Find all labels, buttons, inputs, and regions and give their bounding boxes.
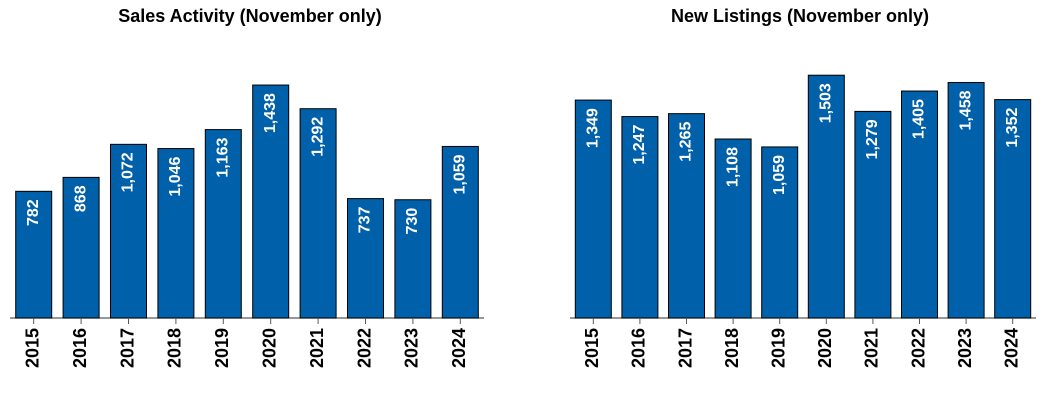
x-tick-label: 2015: [22, 328, 42, 368]
x-tick-label: 2020: [259, 328, 279, 368]
x-tick-label: 2022: [354, 328, 374, 368]
x-tick-label: 2017: [117, 328, 137, 368]
x-tick-label: 2020: [815, 328, 835, 368]
new-listings-chart: New Listings (November only) 1,349 2015 1,…: [560, 0, 1040, 400]
sales-activity-chart: Sales Activity (November only) 782 2015 86…: [0, 0, 500, 400]
data-label: 1,046: [167, 156, 184, 196]
chart-title: New Listings (November only): [670, 6, 930, 26]
bar: [441, 145, 479, 319]
x-tick-label: 2019: [212, 328, 232, 368]
data-label: 1,059: [452, 154, 469, 194]
x-tick-label: 2024: [449, 328, 469, 368]
x-tick-label: 2015: [582, 328, 602, 368]
x-tick-label: 2024: [1001, 328, 1021, 368]
bar: [947, 81, 985, 319]
data-label: 868: [72, 185, 89, 212]
new-listings-plot: 1,349 2015 1,247 2016 1,265 2017 1,108 2018 1,05…: [570, 74, 1036, 368]
x-tick-label: 2016: [629, 328, 649, 368]
bar: [901, 90, 938, 319]
bar: [204, 129, 242, 319]
bar: [574, 99, 612, 319]
data-label: 1,059: [771, 155, 788, 195]
x-tick-label: 2018: [165, 328, 185, 368]
bar: [15, 190, 53, 319]
x-tick-label: 2018: [722, 328, 742, 368]
data-label: 1,247: [631, 124, 648, 164]
bar: [347, 198, 384, 319]
data-label: 782: [25, 199, 42, 226]
bar: [668, 113, 705, 319]
data-label: 737: [357, 207, 374, 234]
x-tick-label: 2021: [307, 328, 327, 368]
x-tick-label: 2023: [402, 328, 422, 368]
data-label: 1,072: [120, 152, 137, 192]
data-label: 1,458: [957, 90, 974, 130]
chart-title: Sales Activity (November only): [118, 6, 382, 26]
sales-activity-plot: 782 2015 868 2016 1,072 2017 1,046 2018 1,163 201…: [10, 84, 484, 368]
data-label: 1,503: [818, 83, 835, 123]
x-tick-label: 2021: [862, 328, 882, 368]
data-label: 1,349: [585, 108, 602, 148]
data-label: 1,352: [1004, 108, 1021, 148]
x-tick-label: 2019: [768, 328, 788, 368]
data-label: 1,108: [724, 147, 741, 187]
data-label: 1,265: [678, 122, 695, 162]
x-tick-label: 2023: [955, 328, 975, 368]
bar: [714, 138, 752, 319]
bar: [807, 74, 845, 319]
data-label: 1,438: [262, 93, 279, 133]
x-tick-label: 2017: [675, 328, 695, 368]
data-label: 1,163: [215, 138, 232, 178]
data-label: 1,292: [309, 117, 326, 157]
x-tick-label: 2016: [70, 328, 90, 368]
data-label: 1,405: [911, 99, 928, 139]
bar: [394, 199, 432, 319]
x-tick-label: 2022: [908, 328, 928, 368]
data-label: 1,279: [864, 119, 881, 159]
bar: [62, 176, 100, 319]
data-label: 730: [404, 208, 421, 235]
